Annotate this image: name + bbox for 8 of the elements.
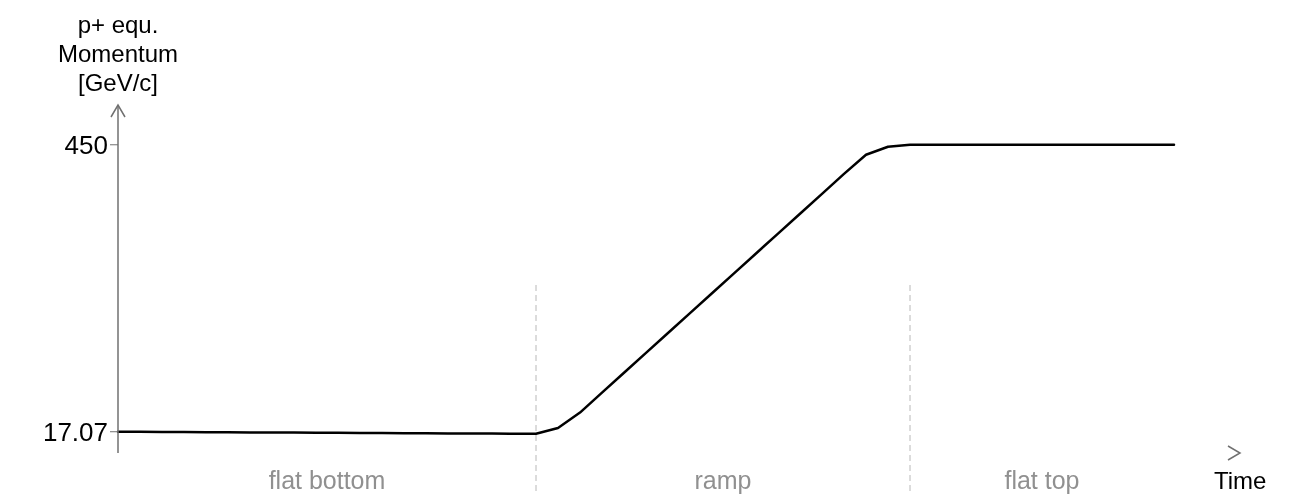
text: flat bottom (268, 466, 386, 494)
text: ramp (694, 466, 752, 494)
text: flat top (1004, 466, 1080, 494)
y-tick-label: 450 (64, 130, 108, 160)
y-tick-label: 17.07 (42, 416, 108, 447)
line-series (116, 143, 1176, 436)
y-axis-title: p+ equ. Momentum [GeV/c] (56, 10, 179, 97)
x-axis-title: Time (1214, 467, 1267, 495)
